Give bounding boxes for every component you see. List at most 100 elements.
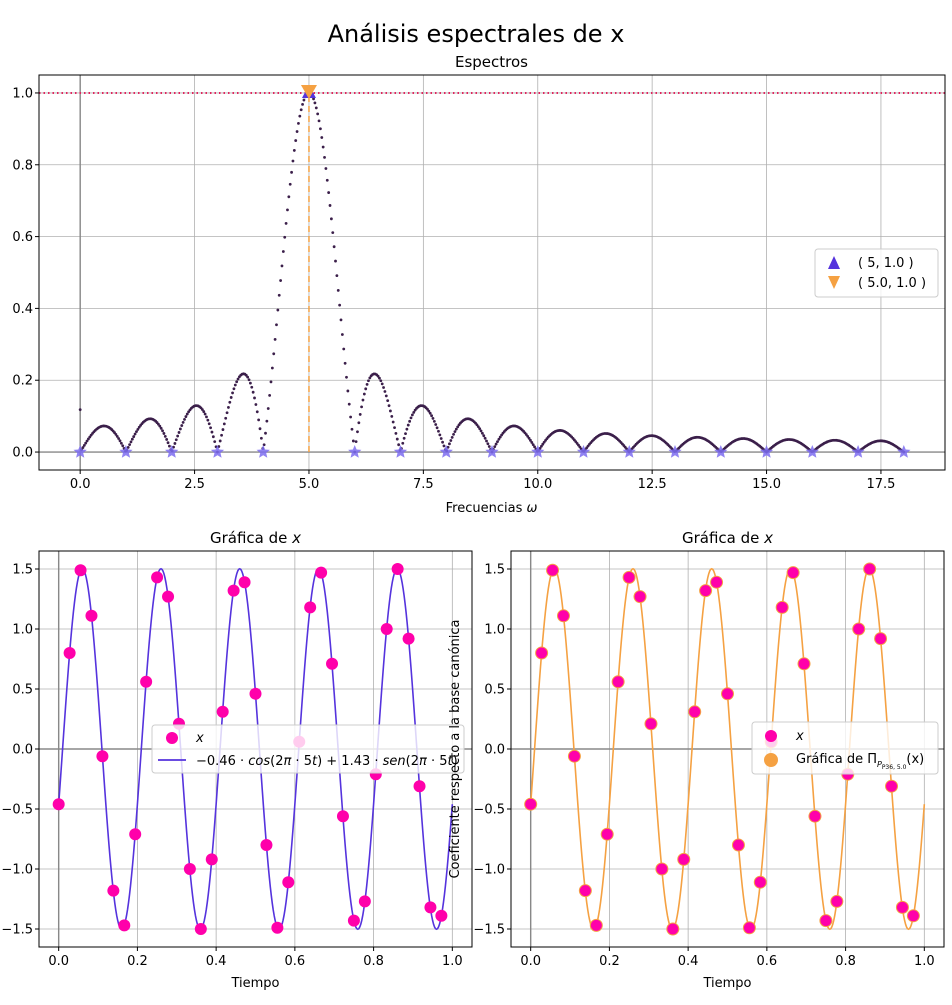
spectrum-point <box>209 426 212 430</box>
signal-sample-point <box>863 562 877 576</box>
signal-right-panel: Gráfica de x 0.0 0.2 0.4 0.6 0.8 1.0 −1.5 −1.0 −… <box>448 529 945 991</box>
spectrum-star-marker <box>119 445 133 458</box>
spectrum-point <box>250 385 254 389</box>
spectrum-point <box>115 434 119 438</box>
spectrum-point <box>345 375 348 379</box>
tick-label-y: 0.6 <box>12 230 33 245</box>
signal-sample-point <box>413 780 426 793</box>
tick-label-x: 1.0 <box>914 954 935 969</box>
signal-sample-point <box>556 609 570 623</box>
spectrum-point <box>327 191 331 194</box>
tick-label-y: −1.5 <box>1 923 33 938</box>
spectrum-point <box>258 427 262 431</box>
spectrum-point <box>177 431 181 434</box>
spectrum-point <box>287 195 291 199</box>
spectrum-point <box>229 396 233 399</box>
signal-sample-point <box>731 838 745 852</box>
tick-label-x: 0.2 <box>127 954 148 969</box>
spectrum-star-marker <box>759 445 774 458</box>
tick-label-y: −0.5 <box>1 803 33 818</box>
spectrum-point <box>268 394 272 397</box>
signal-sample-point <box>238 576 251 589</box>
spectrum-point <box>264 431 267 435</box>
spectrum-point <box>331 231 335 234</box>
tick-label-y: 0.2 <box>12 374 33 389</box>
spectrum-star-marker <box>210 445 225 458</box>
signal-sample-point <box>151 571 164 584</box>
spectrum-point <box>494 442 498 446</box>
spectrum-point <box>368 376 372 380</box>
tick-label-y: 1.0 <box>12 623 33 638</box>
spectrum-point <box>350 427 354 431</box>
spectrum-point <box>438 433 442 437</box>
spectrum-point <box>391 420 395 424</box>
spectrum-point <box>435 426 439 430</box>
spectrum-star-marker <box>714 445 728 458</box>
spectrum-xlabel: Frecuencias ω <box>446 501 538 516</box>
spectrum-point <box>325 178 329 182</box>
signal-left-ticks: 0.0 0.2 0.4 0.6 0.8 1.0 −1.5 −1.0 −0.5 0.0 0.5 1.0 1… <box>1 563 462 970</box>
spectrum-point <box>253 396 256 400</box>
spectrum-point <box>84 441 88 445</box>
spectrum-star-marker <box>256 445 270 458</box>
signal-sample-point <box>347 914 360 927</box>
signal-sample-point <box>96 750 109 763</box>
spectrum-point <box>165 438 169 441</box>
spectrum-point <box>453 430 457 434</box>
spectrum-point <box>173 442 177 445</box>
tick-label-y: −1.0 <box>473 863 505 878</box>
spectrum-point <box>393 426 396 430</box>
tick-label-x: 0.0 <box>520 954 541 969</box>
spectrum-star-marker <box>531 445 545 458</box>
spectrum-star-marker <box>393 445 408 458</box>
spectrum-point <box>437 429 440 433</box>
spectrum-point <box>262 443 266 447</box>
signal-sample-point <box>721 687 734 701</box>
spectrum-point <box>202 410 206 413</box>
signal-sample-point <box>677 852 691 866</box>
spectrum-panel: Espectros 0.0 2.5 5.0 7.5 10.0 12.5 15.0 17.50.… <box>12 53 946 516</box>
spectrum-star-marker <box>668 445 682 458</box>
signal-sample-point <box>107 884 120 897</box>
signal-sample-point <box>666 922 680 936</box>
signal-left-xlabel: Tiempo <box>230 976 279 991</box>
spectrum-point <box>339 318 343 322</box>
spectrum-point <box>357 421 361 425</box>
tick-label-y: 0.5 <box>484 683 505 698</box>
spectrum-point <box>434 423 438 426</box>
spectrum-point <box>480 431 484 435</box>
tick-label-y: 0.5 <box>12 683 33 698</box>
spectrum-point <box>383 390 387 393</box>
spectrum-point <box>87 437 90 441</box>
tick-label-y: 0.0 <box>12 446 33 461</box>
spectrum-point <box>180 424 184 427</box>
signal-sample-point <box>85 609 98 622</box>
spectrum-point <box>329 217 333 221</box>
legend-label-projection: Gráfica de ΠPP36, 5.0(x) <box>796 752 924 771</box>
figure-title: Análisis espectrales de x <box>328 20 625 48</box>
legend-label-x: x <box>795 729 804 744</box>
tick-label-y: 0.0 <box>12 743 33 758</box>
signal-sample-point <box>710 575 724 589</box>
spectrum-point <box>178 427 182 431</box>
signal-sample-point <box>140 675 153 688</box>
tick-label-x: 0.0 <box>70 477 91 492</box>
signal-sample-point <box>688 705 702 719</box>
signal-right-xlabel: Tiempo <box>702 976 751 991</box>
spectrum-point <box>432 419 436 423</box>
signal-sample-point <box>162 590 175 603</box>
spectrum-point <box>290 170 293 174</box>
legend-label-peak-discrete: ( 5, 1.0 ) <box>858 256 914 271</box>
signal-sample-point <box>129 828 142 841</box>
signal-sample-point <box>819 914 833 928</box>
signal-sample-point <box>895 900 909 914</box>
spectrum-point <box>485 439 488 443</box>
spectrum-point <box>246 375 250 379</box>
signal-sample-point <box>885 779 899 793</box>
tick-label-y: 1.5 <box>12 563 33 578</box>
spectrum-point <box>82 443 86 447</box>
spectrum-title: Espectros <box>455 53 528 71</box>
spectrum-point <box>85 439 89 443</box>
spectrum-point <box>233 383 237 387</box>
spectrum-point <box>408 419 412 423</box>
